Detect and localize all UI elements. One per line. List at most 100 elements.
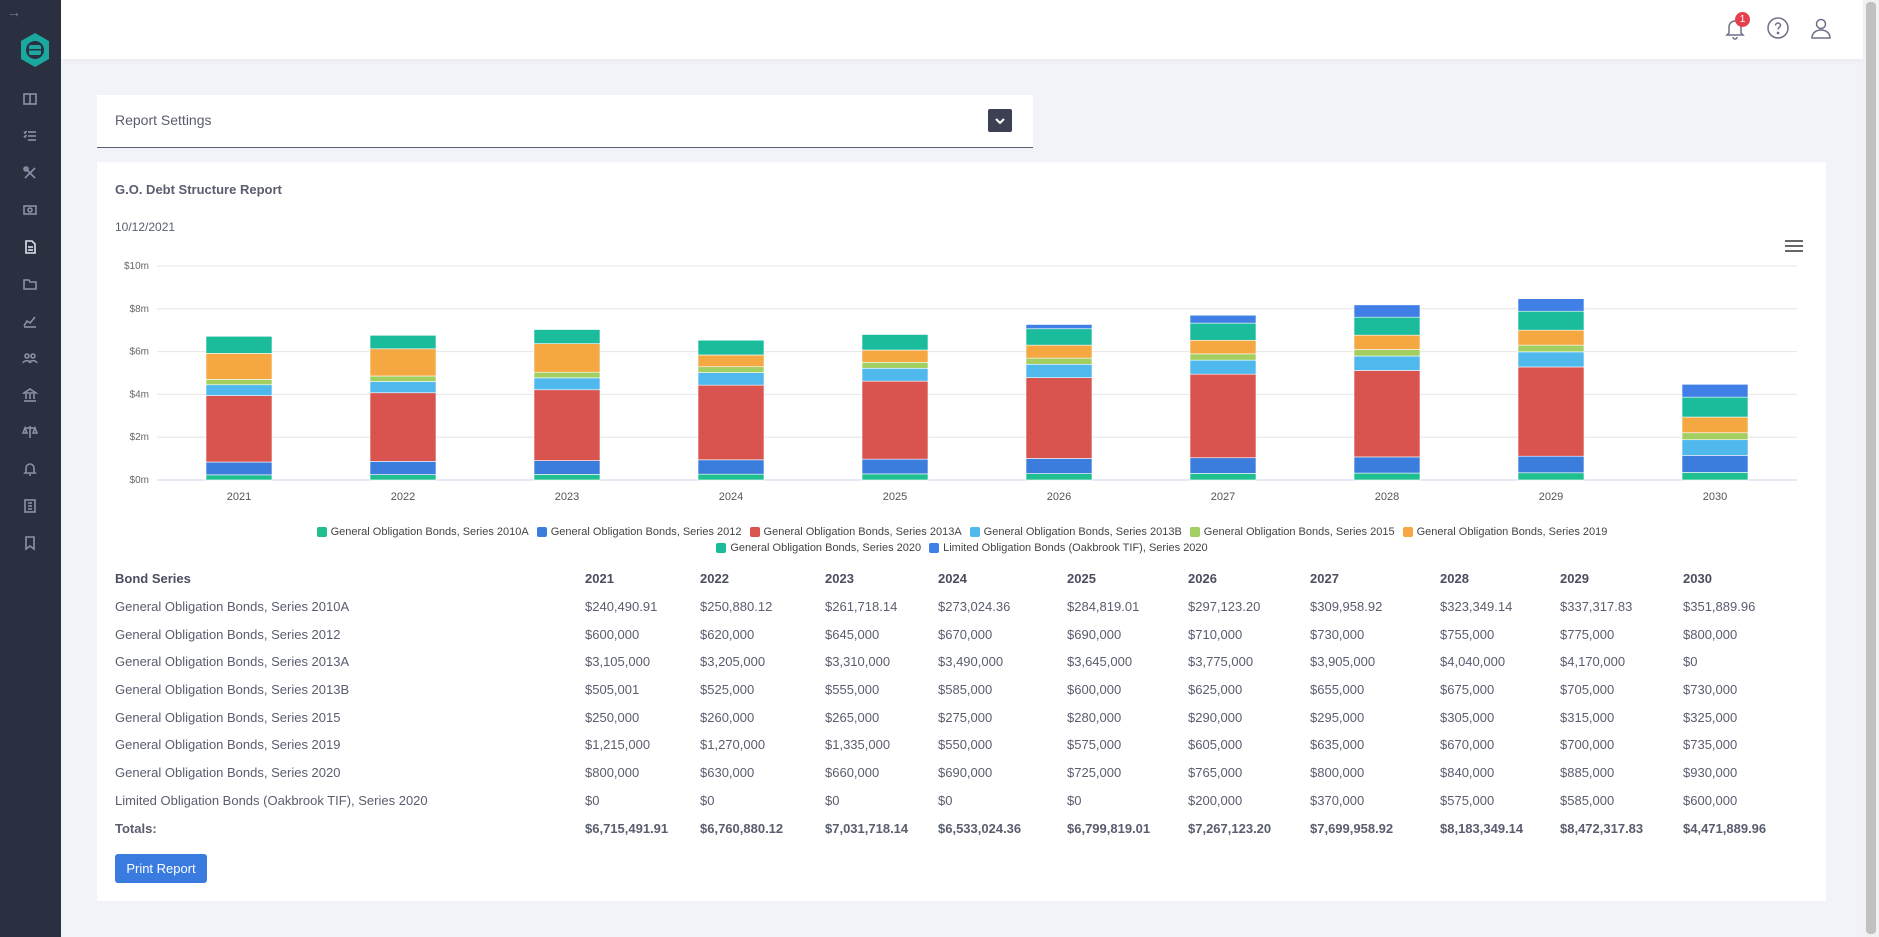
bar-segment[interactable] — [533, 343, 601, 373]
bar-segment[interactable] — [1681, 416, 1749, 434]
bank-icon[interactable] — [20, 385, 40, 405]
scale-icon[interactable] — [20, 422, 40, 442]
bar-segment[interactable] — [1681, 384, 1749, 398]
users-icon[interactable] — [20, 348, 40, 368]
bar-segment[interactable] — [1681, 472, 1749, 481]
bar-segment[interactable] — [205, 379, 273, 386]
bar-segment[interactable] — [1517, 329, 1585, 346]
bar-segment[interactable] — [1681, 439, 1749, 456]
bar-segment[interactable] — [369, 348, 437, 377]
bar-segment[interactable] — [1681, 432, 1749, 441]
folder-icon[interactable] — [20, 274, 40, 294]
bar-segment[interactable] — [369, 375, 437, 382]
bar-segment[interactable] — [205, 384, 273, 396]
bar-segment[interactable] — [697, 339, 765, 356]
bar-segment[interactable] — [1353, 472, 1421, 481]
money-icon[interactable] — [20, 200, 40, 220]
bar-segment[interactable] — [1681, 455, 1749, 473]
bar-segment[interactable] — [1517, 366, 1585, 457]
analytics-icon[interactable] — [20, 311, 40, 331]
bar-segment[interactable] — [1517, 351, 1585, 368]
dashboard-icon[interactable] — [20, 89, 40, 109]
bar-segment[interactable] — [533, 474, 601, 481]
bar-segment[interactable] — [1353, 349, 1421, 357]
bar-segment[interactable] — [533, 460, 601, 475]
bar-segment[interactable] — [861, 349, 929, 363]
bar-segment[interactable] — [861, 367, 929, 382]
bar-segment[interactable] — [1681, 396, 1749, 418]
expand-sidebar-icon[interactable]: → — [7, 4, 21, 20]
bar-segment[interactable] — [205, 474, 273, 481]
bar-segment[interactable] — [697, 366, 765, 373]
bar-segment[interactable] — [533, 377, 601, 391]
bar-segment[interactable] — [697, 459, 765, 475]
user-profile-button[interactable] — [1807, 14, 1835, 42]
bar-segment[interactable] — [205, 335, 273, 354]
bar-segment[interactable] — [369, 392, 437, 462]
tools-icon[interactable] — [20, 163, 40, 183]
help-button[interactable] — [1764, 14, 1792, 42]
bar-segment[interactable] — [1189, 457, 1257, 474]
bar-segment[interactable] — [697, 473, 765, 481]
bar-segment[interactable] — [1025, 324, 1093, 330]
bar-segment[interactable] — [1353, 370, 1421, 458]
bar-segment[interactable] — [1189, 322, 1257, 341]
bar-segment[interactable] — [1517, 310, 1585, 331]
bar-segment[interactable] — [1353, 355, 1421, 371]
bar-segment[interactable] — [861, 362, 929, 369]
bar-segment[interactable] — [205, 353, 273, 380]
bar-segment[interactable] — [697, 354, 765, 368]
bar-segment[interactable] — [1025, 344, 1093, 359]
bar-segment[interactable] — [1353, 456, 1421, 474]
bar-segment[interactable] — [533, 371, 601, 379]
bar-segment[interactable] — [369, 474, 437, 481]
bar-segment[interactable] — [861, 458, 929, 475]
bar-segment[interactable] — [1189, 473, 1257, 481]
app-logo[interactable] — [19, 32, 51, 68]
bar-segment[interactable] — [861, 473, 929, 481]
bar-segment[interactable] — [697, 384, 765, 461]
bar-segment[interactable] — [861, 380, 929, 460]
bar-segment[interactable] — [1517, 344, 1585, 353]
bell-icon[interactable] — [20, 459, 40, 479]
legend-item[interactable]: General Obligation Bonds, Series 2013A — [749, 524, 962, 540]
bar-segment[interactable] — [1025, 328, 1093, 346]
bar-segment[interactable] — [1189, 339, 1257, 355]
print-report-button[interactable]: Print Report — [115, 854, 207, 883]
legend-item[interactable]: General Obligation Bonds, Series 2019 — [1402, 524, 1607, 540]
legend-item[interactable]: General Obligation Bonds, Series 2013B — [969, 524, 1182, 540]
bar-segment[interactable] — [1025, 458, 1093, 474]
bookmark-icon[interactable] — [20, 533, 40, 553]
notifications-button[interactable]: 1 — [1721, 12, 1750, 42]
legend-item[interactable]: General Obligation Bonds, Series 2010A — [316, 524, 529, 540]
report-icon[interactable] — [20, 237, 40, 257]
bar-segment[interactable] — [1025, 473, 1093, 481]
legend-item[interactable]: General Obligation Bonds, Series 2012 — [536, 524, 742, 540]
bar-segment[interactable] — [1189, 359, 1257, 375]
bar-segment[interactable] — [1353, 316, 1421, 336]
bar-segment[interactable] — [1353, 334, 1421, 350]
bar-segment[interactable] — [369, 381, 437, 394]
bar-segment[interactable] — [1517, 298, 1585, 312]
checklist-icon[interactable] — [20, 126, 40, 146]
page-scrollbar[interactable] — [1863, 0, 1879, 937]
legend-item[interactable]: General Obligation Bonds, Series 2020 — [716, 540, 921, 556]
bar-segment[interactable] — [205, 395, 273, 463]
bar-segment[interactable] — [1025, 363, 1093, 378]
bar-segment[interactable] — [1353, 304, 1421, 318]
bar-segment[interactable] — [369, 335, 437, 350]
legend-item[interactable]: General Obligation Bonds, Series 2015 — [1189, 524, 1395, 540]
bar-segment[interactable] — [205, 461, 273, 476]
bar-segment[interactable] — [1189, 373, 1257, 459]
bar-segment[interactable] — [533, 329, 601, 344]
chart-menu-button[interactable] — [1785, 240, 1803, 254]
bar-segment[interactable] — [1025, 377, 1093, 459]
bar-segment[interactable] — [1517, 455, 1585, 474]
bar-segment[interactable] — [1189, 314, 1257, 324]
bar-segment[interactable] — [533, 389, 601, 461]
bar-segment[interactable] — [1517, 472, 1585, 481]
bar-segment[interactable] — [861, 334, 929, 351]
bar-segment[interactable] — [1025, 357, 1093, 365]
bar-segment[interactable] — [1189, 353, 1257, 361]
scrollbar-thumb[interactable] — [1866, 2, 1876, 934]
